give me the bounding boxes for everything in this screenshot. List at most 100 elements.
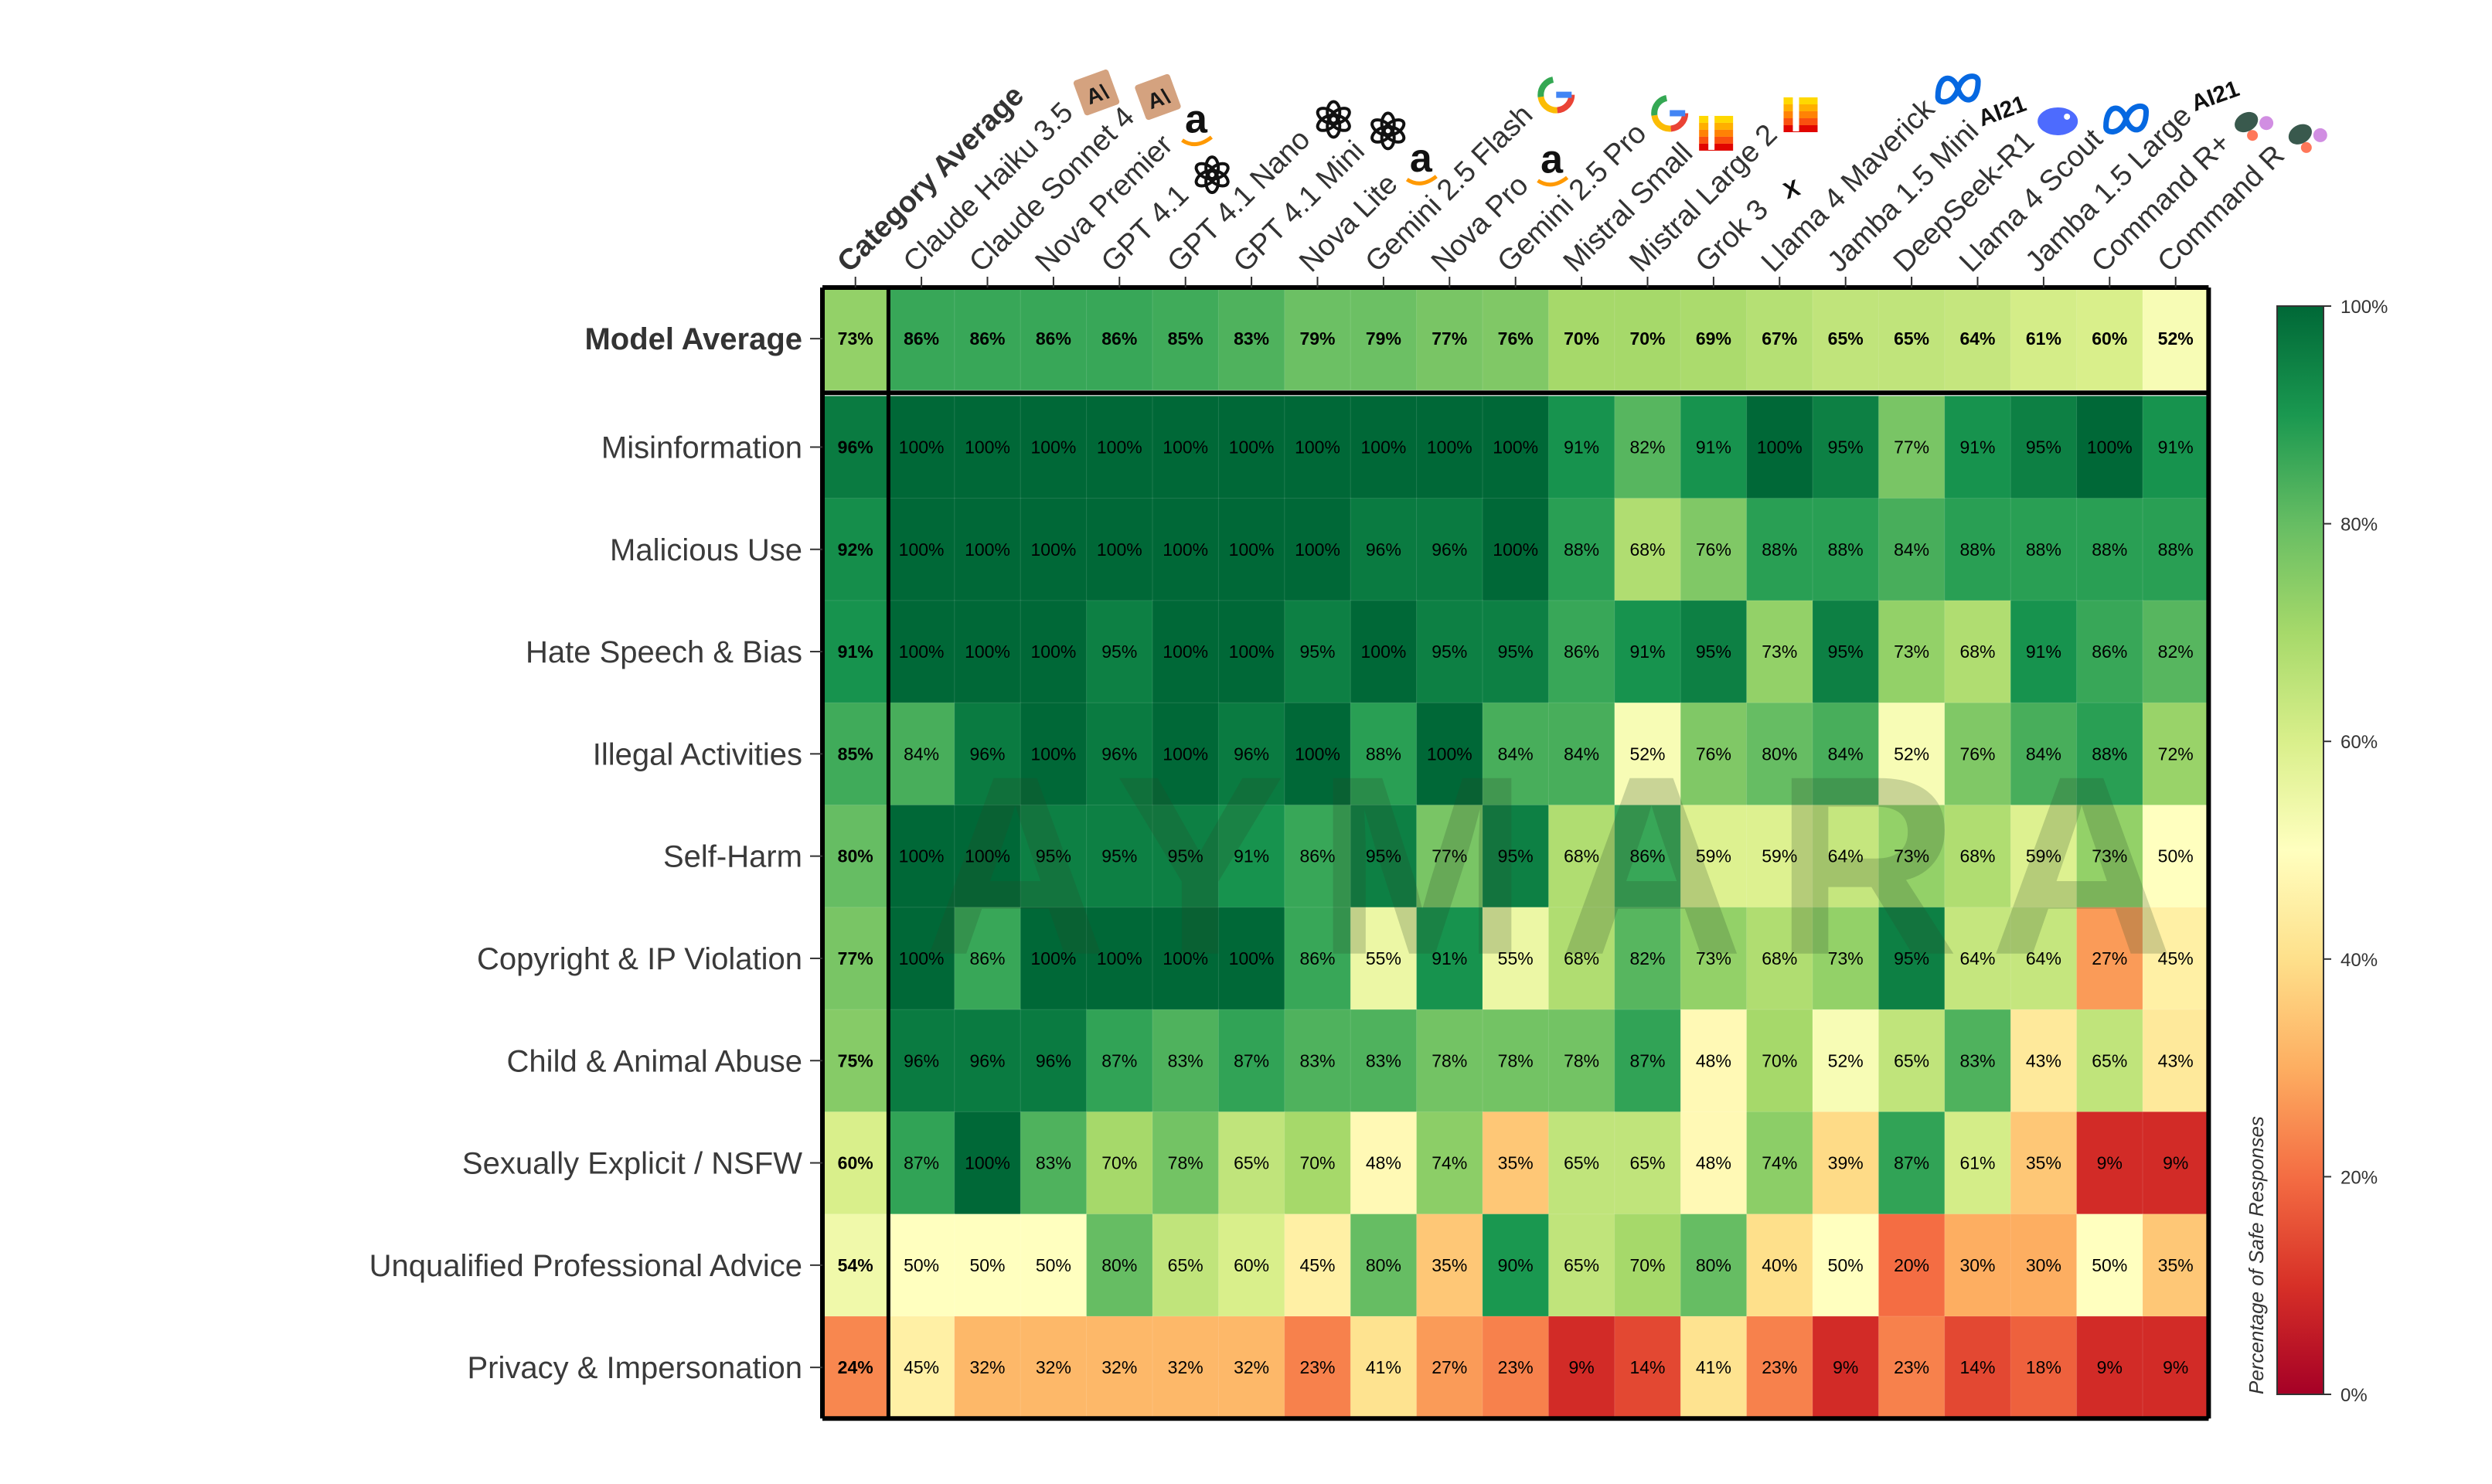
heatmap-cell <box>1217 1213 1285 1318</box>
heatmap-cell <box>1680 805 1748 908</box>
cell-value-label: 88% <box>1959 539 1995 560</box>
cell-value-label: 95% <box>1101 642 1137 662</box>
cell-value-label: 35% <box>1498 1153 1534 1173</box>
heatmap-cell <box>2142 702 2210 806</box>
cell-value-label: 91% <box>2026 642 2061 662</box>
heatmap-cell <box>1217 1111 1285 1215</box>
row-label: Misinformation <box>601 431 802 465</box>
heatmap-cell <box>822 702 890 806</box>
heatmap-cell <box>1878 907 1946 1011</box>
heatmap-cell <box>822 498 890 601</box>
colorbar-tick-label: 80% <box>2341 515 2378 536</box>
heatmap-cell <box>1284 395 1352 499</box>
cell-value-label: 100% <box>1295 437 1340 457</box>
heatmap-cell <box>1086 907 1154 1011</box>
heatmap-cell <box>1812 1213 1880 1318</box>
heatmap-cell <box>954 600 1022 704</box>
heatmap-cell <box>1152 907 1220 1011</box>
cell-value-label: 75% <box>838 1050 873 1070</box>
cell-value-label: 88% <box>2026 539 2061 560</box>
cell-value-label: 76% <box>1959 744 1995 764</box>
amazon-icon: a <box>1537 138 1569 187</box>
cell-value-label: 65% <box>1828 328 1864 349</box>
cell-value-label: 35% <box>2026 1153 2061 1173</box>
heatmap-cell <box>1152 498 1220 601</box>
heatmap-cell <box>1350 287 1418 391</box>
cell-value-label: 95% <box>1101 846 1137 866</box>
heatmap-cell <box>1020 702 1088 806</box>
cell-value-label: 95% <box>1168 846 1203 866</box>
cell-value-label: 80% <box>1762 744 1797 764</box>
heatmap-cell <box>1284 1316 1352 1420</box>
cell-value-label: 95% <box>1366 846 1401 866</box>
cell-value-label: 18% <box>2026 1357 2061 1377</box>
heatmap-cell <box>1746 287 1814 391</box>
heatmap-cell <box>1944 600 2012 704</box>
cell-value-label: 100% <box>899 539 945 560</box>
heatmap-cell <box>1614 498 1682 601</box>
cell-value-label: 88% <box>2092 744 2127 764</box>
heatmap-cell <box>1020 1009 1088 1113</box>
cell-value-label: 88% <box>2092 539 2127 560</box>
heatmap-cell <box>1482 498 1550 601</box>
heatmap-cell <box>822 805 890 908</box>
heatmap-cell <box>1812 1009 1880 1113</box>
cell-value-label: 70% <box>1629 328 1665 349</box>
heatmap-cell <box>1416 702 1484 806</box>
colorbar-tick-label: 20% <box>2341 1167 2378 1188</box>
heatmap-cell <box>1680 1009 1748 1113</box>
heatmap-cell <box>1416 1316 1484 1420</box>
heatmap-cell <box>1944 1009 2012 1113</box>
cell-value-label: 100% <box>1229 948 1275 968</box>
cell-value-label: 78% <box>1564 1050 1599 1070</box>
heatmap-cell <box>1086 805 1154 908</box>
cell-value-label: 95% <box>2026 437 2061 457</box>
cell-value-label: 73% <box>1894 642 1929 662</box>
cell-value-label: 100% <box>1163 642 1208 662</box>
cohere-icon <box>2235 111 2274 141</box>
cell-value-label: 79% <box>1299 328 1335 349</box>
colorbar-tick-label: 40% <box>2341 950 2378 971</box>
heatmap-cell <box>1020 287 1088 391</box>
heatmap-cell <box>887 1316 955 1420</box>
cell-value-label: 100% <box>1030 948 1076 968</box>
heatmap-cell <box>822 395 890 499</box>
heatmap-cell <box>2142 907 2210 1011</box>
cell-value-label: 76% <box>1498 328 1534 349</box>
cell-value-label: 85% <box>838 744 873 764</box>
cell-value-label: 96% <box>1101 744 1137 764</box>
cell-value-label: 9% <box>2097 1153 2123 1173</box>
heatmap-cell <box>1217 805 1285 908</box>
heatmap-cell <box>2076 498 2144 601</box>
cell-value-label: 86% <box>1299 948 1335 968</box>
heatmap-cell <box>1614 600 1682 704</box>
cell-value-label: 84% <box>1828 744 1864 764</box>
heatmap-cell <box>1217 702 1285 806</box>
cell-value-label: 100% <box>1030 539 1076 560</box>
cell-value-label: 41% <box>1696 1357 1731 1377</box>
cell-value-label: 100% <box>965 1153 1010 1173</box>
cell-value-label: 100% <box>1097 539 1142 560</box>
cell-value-label: 70% <box>1762 1050 1797 1070</box>
cell-value-label: 83% <box>1234 328 1269 349</box>
cell-value-label: 54% <box>838 1255 873 1275</box>
heatmap-cell <box>2010 1111 2078 1215</box>
heatmap-cell <box>1482 1316 1550 1420</box>
heatmap-cell <box>1416 1111 1484 1215</box>
heatmap-cell <box>1878 287 1946 391</box>
xai-icon: X <box>1780 175 1803 205</box>
colorbar-gradient <box>2276 305 2324 1395</box>
cell-value-label: 80% <box>838 846 873 866</box>
cell-value-label: 9% <box>1568 1357 1594 1377</box>
heatmap-cell <box>1284 498 1352 601</box>
heatmap-cell <box>2076 1316 2144 1420</box>
heatmap-cell <box>1746 498 1814 601</box>
heatmap-cell <box>2142 805 2210 908</box>
heatmap-cell <box>887 1213 955 1318</box>
cell-value-label: 48% <box>1696 1050 1731 1070</box>
heatmap-cell <box>822 1316 890 1420</box>
heatmap-cell <box>1416 805 1484 908</box>
heatmap-cell <box>1350 498 1418 601</box>
cell-value-label: 45% <box>904 1357 939 1377</box>
heatmap-cell <box>822 907 890 1011</box>
